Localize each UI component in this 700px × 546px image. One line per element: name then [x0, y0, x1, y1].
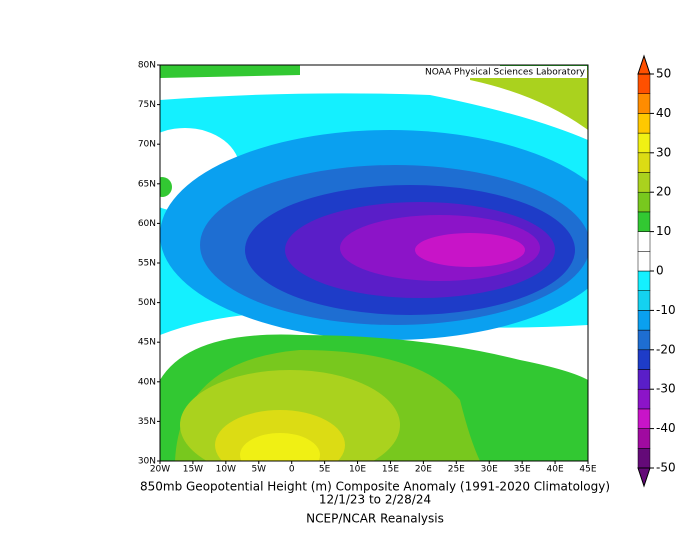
lat-label: 60N [138, 219, 156, 229]
colorbar-label: -40 [656, 421, 676, 435]
lat-label: 75N [138, 100, 156, 110]
lon-label: 25E [448, 465, 465, 475]
colorbar-label: 10 [656, 224, 671, 238]
colorbar-label: 40 [656, 106, 671, 120]
colorbar-arrow [637, 54, 651, 75]
lon-label: 5E [319, 465, 331, 475]
lon-label: 20E [415, 465, 432, 475]
colorbar-arrow [637, 467, 651, 488]
colorbar-label: -30 [656, 382, 676, 396]
colorbar-box [637, 132, 651, 154]
lat-label: 70N [138, 140, 156, 150]
colorbar-box [637, 369, 651, 390]
colorbar-box [637, 231, 651, 252]
map-field [160, 65, 588, 461]
colorbar-box [637, 428, 651, 449]
lon-label: 30E [481, 465, 498, 475]
colorbar-label: 20 [656, 185, 671, 199]
lon-label: 35E [514, 465, 531, 475]
colorbar-box [637, 329, 651, 351]
colorbar-box [637, 113, 651, 134]
colorbar-box [637, 270, 651, 291]
lon-label: 45E [579, 465, 596, 475]
colorbar-box [637, 310, 651, 331]
lat-label: 30N [138, 457, 156, 467]
source: NCEP/NCAR Reanalysis [306, 512, 444, 526]
colorbar-box [637, 388, 651, 410]
lat-label: 50N [138, 298, 156, 308]
lon-label: 10E [349, 465, 366, 475]
colorbar-label: 50 [656, 67, 671, 81]
lon-label: 10W [216, 465, 236, 475]
colorbar-box [637, 211, 651, 232]
colorbar-box [637, 349, 651, 370]
colorbar-box [637, 251, 651, 272]
lon-label: 15E [382, 465, 399, 475]
credit: NOAA Physical Sciences Laboratory [425, 68, 586, 78]
lat-label: 65N [138, 179, 156, 189]
colorbar-box [637, 73, 651, 94]
colorbar-label: -20 [656, 342, 676, 356]
lat-label: 45N [138, 338, 156, 348]
lon-label: 40E [547, 465, 564, 475]
lon-label: 15W [183, 465, 203, 475]
lat-label: 55N [138, 259, 156, 269]
colorbar-label: -50 [656, 461, 676, 475]
colorbar-box [637, 408, 651, 429]
lon-label: 0 [289, 465, 295, 475]
lon-label: 20W [150, 465, 170, 475]
title: 850mb Geopotential Height (m) Composite … [140, 480, 610, 494]
credit-box [400, 66, 587, 78]
colorbar-label: 30 [656, 145, 671, 159]
colorbar-box [637, 290, 651, 311]
lon-label: 5W [251, 465, 266, 475]
colorbar-box [637, 448, 651, 469]
subtitle: 12/1/23 to 2/28/24 [319, 493, 431, 507]
colorbar-box [637, 93, 651, 114]
lat-label: 80N [138, 61, 156, 71]
colorbar-box [637, 172, 651, 193]
colorbar-box [637, 191, 651, 213]
colorbar-box [637, 152, 651, 173]
colorbar-label: -10 [656, 303, 676, 317]
colorbar-label: 0 [656, 264, 664, 278]
lat-label: 35N [138, 417, 156, 427]
lat-label: 40N [138, 377, 156, 387]
